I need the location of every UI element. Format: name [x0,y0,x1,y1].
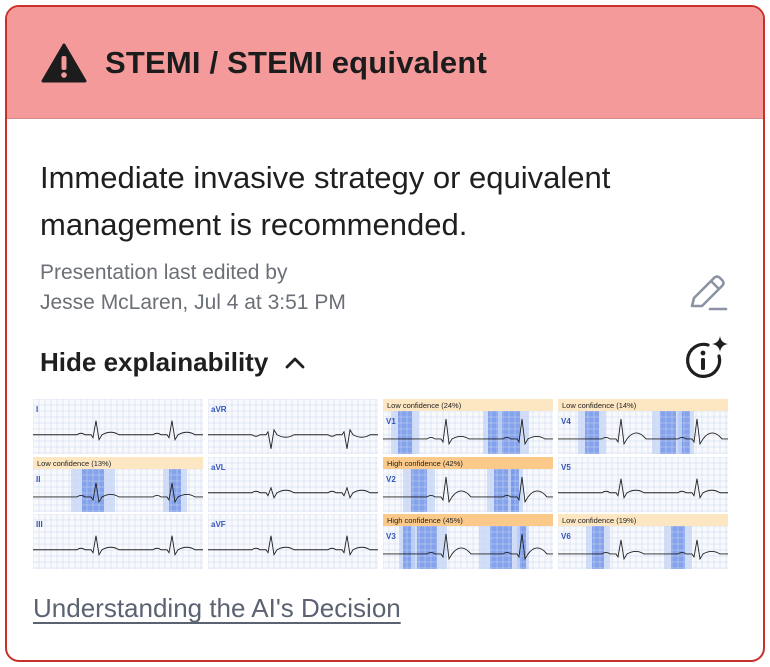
alert-title: STEMI / STEMI equivalent [105,44,488,80]
lead-label: II [36,475,40,484]
lead-label: V4 [561,417,571,426]
ecg-waveform [558,478,728,499]
ecg-waveform [558,418,728,446]
ecg-waveform [208,485,378,499]
lead-label: V5 [561,463,571,472]
ecg-lead-i[interactable]: I [33,399,203,454]
ecg-lead-iii[interactable]: III [33,514,203,569]
confidence-badge: Low confidence (24%) [387,401,462,410]
explainability-label: Hide explainability [40,346,269,377]
confidence-badge: High confidence (45%) [387,516,463,525]
ecg-waveform [33,482,203,503]
warning-triangle-icon [41,43,87,82]
ecg-waveform [33,535,203,557]
ecg-lead-avl[interactable]: aVL [208,456,378,512]
ecg-waveform [383,418,553,446]
ecg-waveform [383,476,553,503]
ecg-waveform [208,428,378,449]
ecg-lead-avf[interactable]: aVF [208,514,378,569]
ecg-waveform [208,535,378,557]
last-edited-text: Presentation last edited by Jesse McLare… [40,258,730,318]
lead-label: V1 [386,417,396,426]
last-edited-line1: Presentation last edited by [40,261,288,284]
lead-label: III [36,520,43,529]
ecg-lead-v4[interactable]: Low confidence (14%) V4 [558,399,728,454]
ecg-lead-v3[interactable]: High confidence (45%) V3 [383,514,553,569]
lead-label: aVL [211,463,226,472]
ecg-waveform [383,533,553,561]
pencil-icon[interactable] [686,272,730,312]
ai-info-sparkle-icon[interactable] [682,334,730,382]
lead-label: I [36,405,38,414]
edit-info-row: Presentation last edited by Jesse McLare… [40,258,730,318]
ecg-lead-ii[interactable]: Low confidence (13%) II [33,456,203,512]
ecg-lead-v6[interactable]: Low confidence (19%) V6 [558,514,728,569]
explainability-row: Hide explainability [40,336,730,384]
lead-label: aVF [211,520,226,529]
understanding-ai-link[interactable]: Understanding the AI's Decision [33,593,401,623]
ecg-lead-v2[interactable]: High confidence (42%) V2 [383,456,553,512]
ecg-lead-v1[interactable]: Low confidence (24%) V1 [383,399,553,454]
alert-body: Immediate invasive strategy or equivalen… [7,154,763,384]
recommendation-text: Immediate invasive strategy or equivalen… [40,160,611,242]
lead-label: V2 [386,475,396,484]
ecg-waveform [33,420,203,442]
ecg-lead-v5[interactable]: V5 [558,456,728,512]
lead-label: V3 [386,532,396,541]
confidence-badge: Low confidence (14%) [562,401,637,410]
alert-header: STEMI / STEMI equivalent [7,7,763,119]
confidence-badge: High confidence (42%) [387,459,463,468]
ecg-lead-avr[interactable]: aVR [208,399,378,454]
lead-label: aVR [211,405,227,414]
chevron-up-icon [285,357,305,369]
ecg-waveform [558,539,728,561]
confidence-badge: Low confidence (19%) [562,516,637,525]
lead-label: V6 [561,532,571,541]
hide-explainability-toggle[interactable]: Hide explainability [40,347,306,378]
confidence-badge: Low confidence (13%) [37,459,112,468]
last-edited-line2: Jesse McLaren, Jul 4 at 3:51 PM [40,291,346,314]
